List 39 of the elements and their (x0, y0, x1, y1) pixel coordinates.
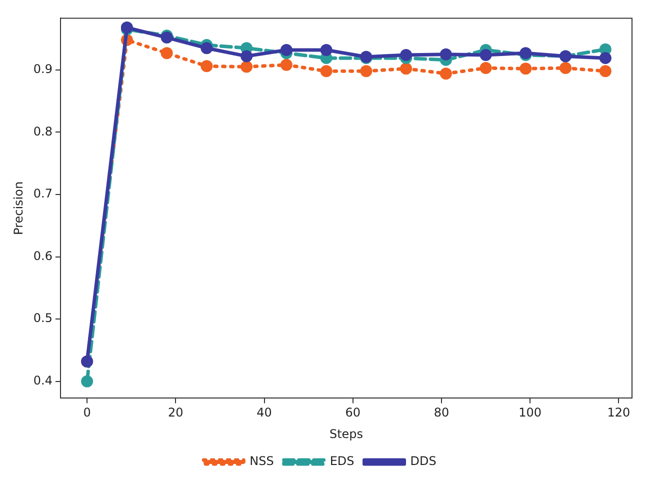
point (240, 60, 253, 73)
x-tick-label: 100 (518, 406, 542, 420)
x-tick-label: 60 (345, 406, 361, 420)
x-tick-label: 40 (256, 406, 272, 420)
point (480, 62, 492, 74)
point (280, 58, 292, 71)
point (440, 68, 452, 80)
y-tick-label: 0.8 (33, 124, 52, 138)
x-tick-label: 0 (83, 406, 91, 420)
x-tick-label: 80 (434, 406, 450, 420)
legend-label: EDS (330, 454, 354, 468)
y-tick-label: 0.9 (33, 62, 52, 76)
point (400, 62, 412, 75)
y-tick-label: 0.6 (33, 248, 52, 263)
y-tick-label: 0.4 (33, 374, 52, 388)
point (599, 52, 612, 64)
point (440, 48, 452, 60)
point (360, 65, 372, 78)
x-tick-label: 20 (168, 406, 184, 420)
point (520, 62, 532, 75)
point (280, 44, 292, 56)
point (320, 44, 332, 56)
y-tick-label: 0.5 (33, 311, 52, 326)
point (599, 65, 612, 78)
y-axis-title: Precision (11, 181, 26, 235)
x-axis-title: Steps (329, 426, 364, 441)
point (560, 62, 572, 74)
x-tick-label: 120 (607, 406, 630, 420)
point (240, 50, 253, 62)
point (400, 48, 412, 61)
legend-label: NSS (250, 454, 274, 468)
y-tick-label: 0.7 (33, 186, 52, 201)
point (320, 65, 332, 78)
point (160, 47, 173, 60)
legend-label: DDS (410, 454, 436, 468)
point (200, 60, 213, 72)
point (480, 48, 492, 61)
point (200, 42, 213, 54)
point (81, 375, 94, 388)
